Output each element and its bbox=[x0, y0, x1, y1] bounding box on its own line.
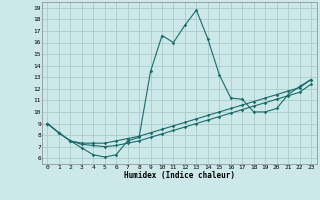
X-axis label: Humidex (Indice chaleur): Humidex (Indice chaleur) bbox=[124, 171, 235, 180]
